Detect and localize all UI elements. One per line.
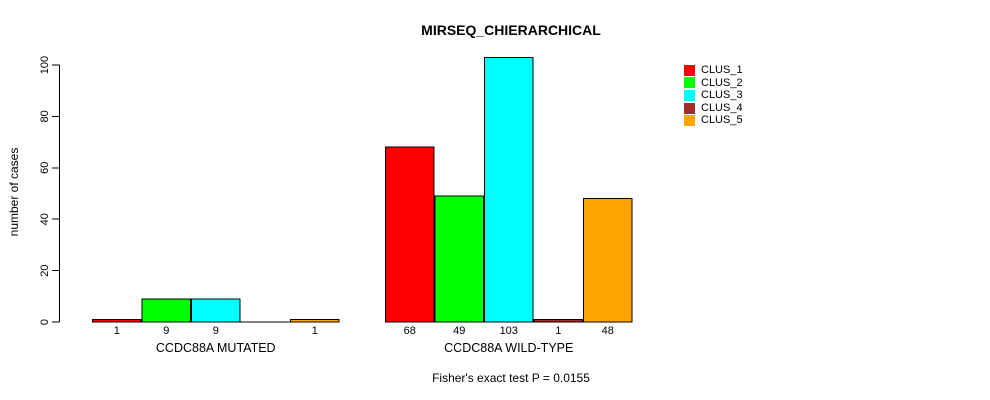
y-tick-label: 80 — [39, 110, 51, 122]
legend-item-clus_2: CLUS_2 — [684, 77, 743, 90]
group-label-mutated: CCDC88A MUTATED — [156, 341, 276, 355]
bar-wild-type-clus_3 — [484, 56, 534, 323]
bar-wild-type-clus_2 — [434, 195, 484, 323]
annotation-text: Fisher's exact test P = 0.0155 — [432, 371, 590, 385]
bar-value-label: 68 — [404, 325, 416, 337]
bar-mutated-clus_5 — [290, 318, 340, 323]
legend-item-label: CLUS_2 — [701, 76, 743, 89]
bar-value-label: 1 — [114, 325, 120, 337]
legend-swatch-clus_5 — [684, 115, 695, 127]
bar-value-label: 48 — [602, 325, 614, 337]
bar-mutated-clus_1 — [92, 318, 142, 323]
y-tick-label: 0 — [39, 319, 51, 325]
bar-wild-type-clus_4 — [533, 318, 583, 323]
chart-title: MIRSEQ_CHIERARCHICAL — [421, 22, 601, 38]
legend-item-clus_1: CLUS_1 — [684, 64, 743, 77]
legend-item-label: CLUS_4 — [701, 101, 743, 114]
legend-swatch-clus_3 — [684, 89, 695, 101]
y-tick-label: 20 — [39, 264, 51, 276]
y-tick-label: 40 — [39, 213, 51, 225]
group-label-wild-type: CCDC88A WILD-TYPE — [444, 341, 573, 355]
bar-value-label: 103 — [500, 325, 518, 337]
bar-value-label: 1 — [555, 325, 561, 337]
legend-item-clus_3: CLUS_3 — [684, 89, 743, 102]
bar-value-label: 9 — [163, 325, 169, 337]
bar-value-label: 49 — [453, 325, 465, 337]
legend-item-clus_5: CLUS_5 — [684, 114, 743, 127]
bar-wild-type-clus_1 — [385, 146, 435, 323]
legend-swatch-clus_2 — [684, 77, 695, 89]
legend-item-clus_4: CLUS_4 — [684, 102, 743, 115]
legend: CLUS_1 CLUS_2 CLUS_3 CLUS_4 CLUS_5 — [684, 64, 743, 127]
legend-item-label: CLUS_5 — [701, 114, 743, 127]
legend-item-label: CLUS_1 — [701, 64, 743, 76]
legend-swatch-clus_4 — [684, 102, 695, 114]
bar-mutated-clus_2 — [141, 298, 191, 323]
legend-item-label: CLUS_3 — [701, 89, 743, 102]
y-tick-label: 100 — [39, 56, 51, 74]
legend-swatch-clus_1 — [684, 64, 695, 76]
y-tick-label: 60 — [39, 162, 51, 174]
bar-value-label: 1 — [312, 325, 318, 337]
bar-mutated-clus_3 — [191, 298, 241, 323]
bar-wild-type-clus_5 — [583, 198, 633, 323]
bar-value-label: 9 — [213, 325, 219, 337]
